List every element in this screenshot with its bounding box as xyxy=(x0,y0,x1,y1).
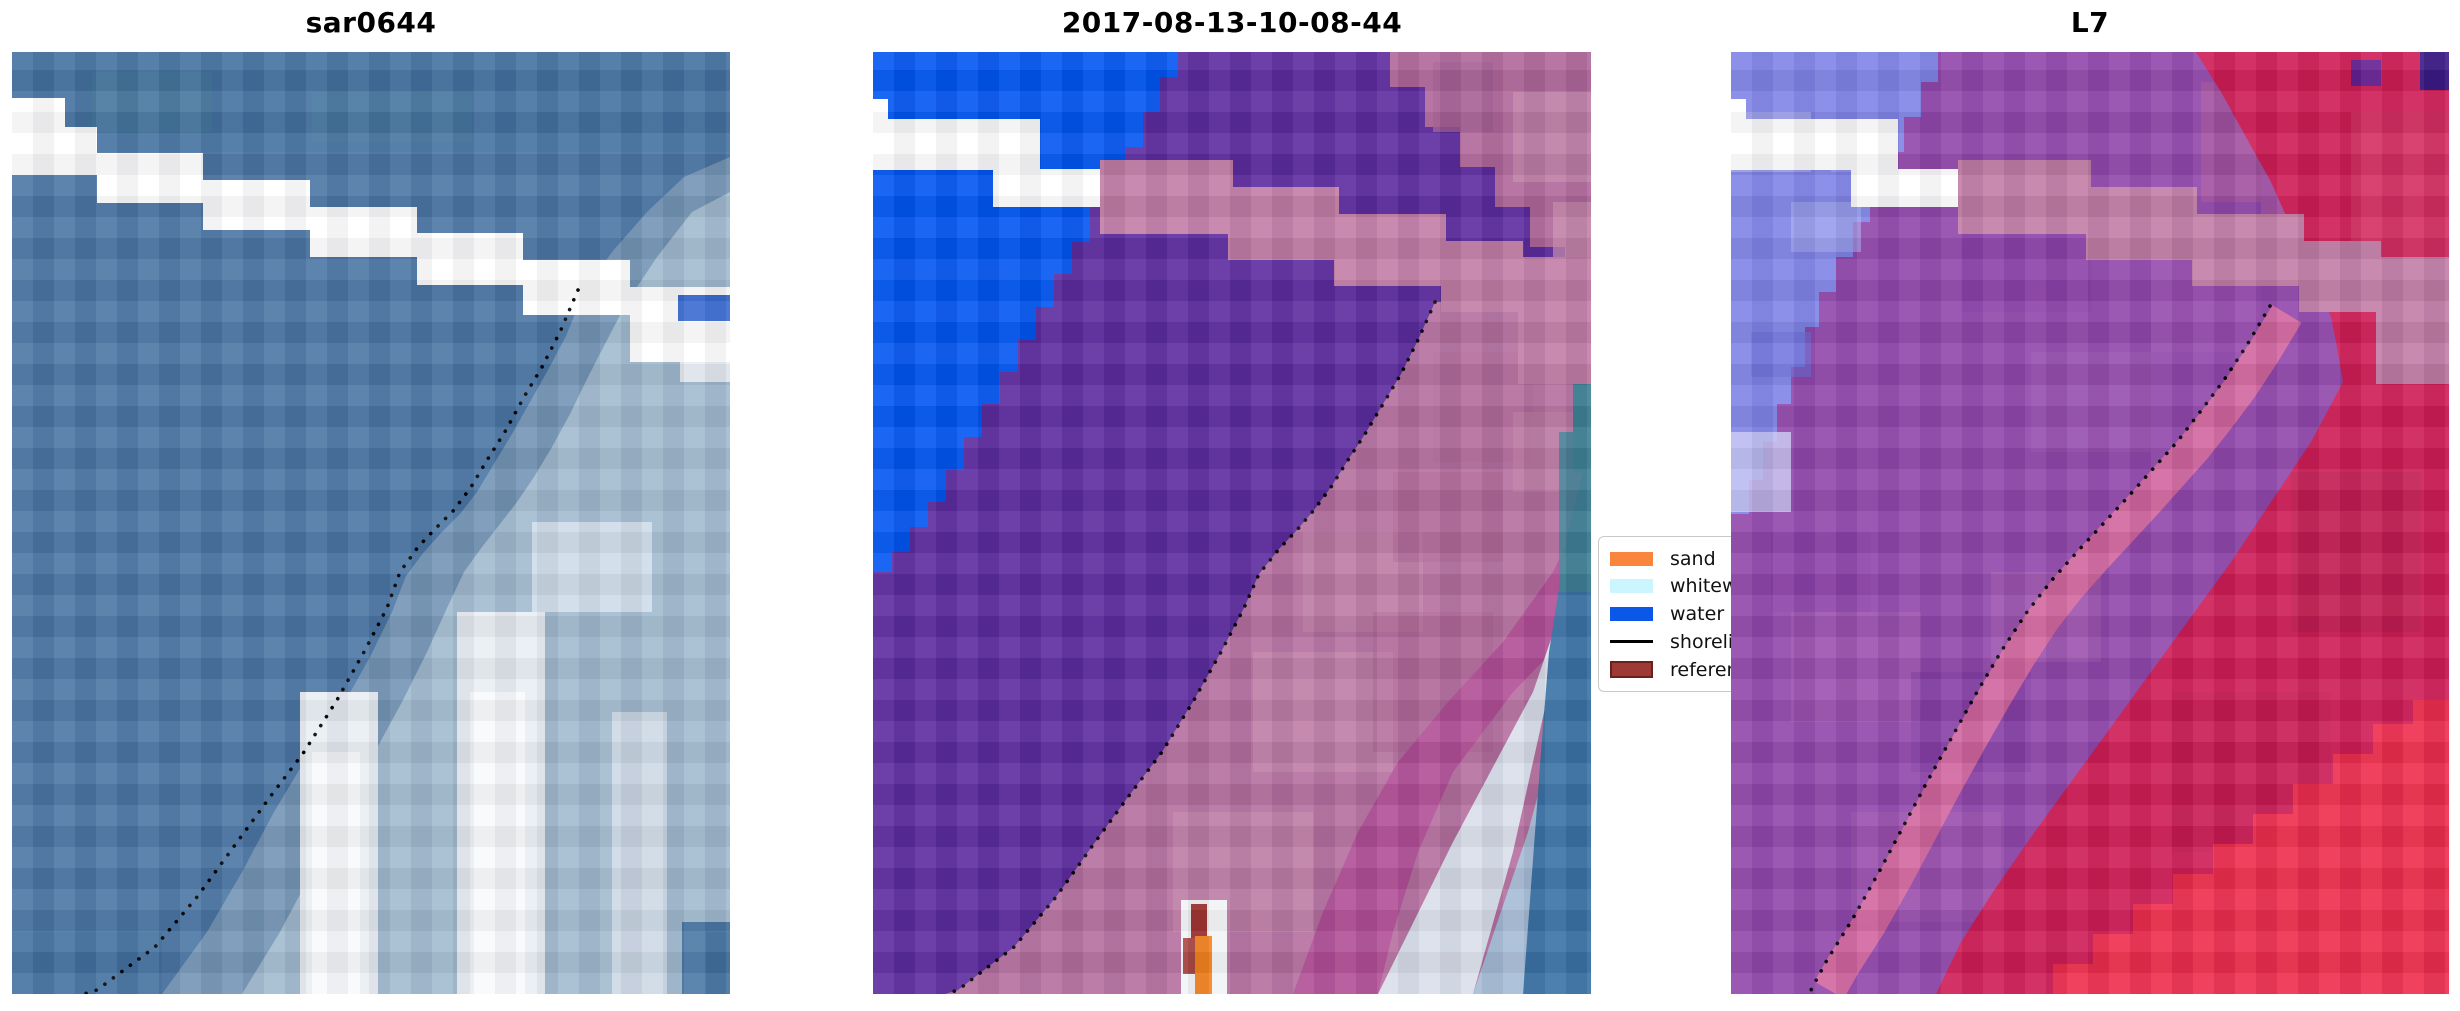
shoreline-dots xyxy=(943,300,1437,994)
legend-label: water xyxy=(1670,603,1725,625)
panel-classified-image xyxy=(873,52,1591,994)
shoreline-dots xyxy=(82,288,580,994)
water-blue-pixels xyxy=(678,295,730,321)
legend-row-water: water xyxy=(1610,601,1839,628)
legend-label: sand xyxy=(1670,547,1716,570)
sar-bright-land xyxy=(12,157,730,994)
shoreline-dots xyxy=(1801,304,2272,994)
panel-l7-image xyxy=(1731,52,2449,994)
panel-sar0644-image xyxy=(12,52,730,994)
cloud-mask-band xyxy=(873,99,1106,207)
cloud-mask-band xyxy=(1731,99,1964,207)
panel-title-date: 2017-08-13-10-08-44 xyxy=(1061,6,1403,39)
mauve-topright-region xyxy=(1390,52,1591,283)
sand-class-pixels xyxy=(1195,936,1212,994)
sand-swatch-icon xyxy=(1610,551,1653,566)
pink-band xyxy=(1958,160,2449,384)
indigo-corner-pixels xyxy=(2420,52,2449,90)
whitewater-swatch-icon xyxy=(1610,579,1653,594)
panel-title-sar: sar0644 xyxy=(305,6,437,39)
reference-class-pixels xyxy=(1191,904,1207,938)
water-swatch-icon xyxy=(1610,607,1653,621)
reference-swatch-icon xyxy=(1610,661,1653,678)
cloud-mask-band xyxy=(12,98,730,362)
legend-row-sand: sand xyxy=(1610,545,1839,572)
pink-shore-strip xyxy=(1814,305,2302,994)
beach-region xyxy=(945,302,1591,994)
panel-title-l7: L7 xyxy=(2070,6,2110,39)
bright-red-corner xyxy=(2053,700,2449,994)
pink-band xyxy=(1100,160,1591,384)
shoreline-line-icon xyxy=(1610,640,1653,644)
